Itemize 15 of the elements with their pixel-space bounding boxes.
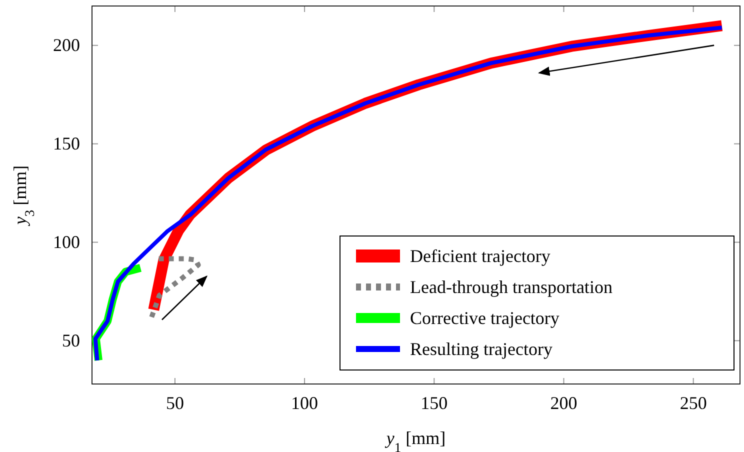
legend-label: Lead-through transportation <box>410 277 612 297</box>
y-tick-label: 150 <box>53 134 80 154</box>
legend-label: Resulting trajectory <box>410 339 552 359</box>
y-tick-label: 100 <box>53 232 80 252</box>
x-axis-title: y$_{1}$ [mm] <box>384 428 446 452</box>
x-tick-label: 50 <box>166 392 184 413</box>
y-tick-label: 200 <box>53 35 80 56</box>
x-tick-label: 200 <box>550 392 578 413</box>
line-series <box>93 26 724 362</box>
x-tick-label: 150 <box>420 392 448 413</box>
x-tick-label: 250 <box>680 392 707 413</box>
x-tick-label: 100 <box>291 392 318 413</box>
y-tick-label: 50 <box>62 330 80 350</box>
legend-label: Deficient trajectory <box>410 246 550 266</box>
legend-label: Corrective trajectory <box>410 308 560 328</box>
